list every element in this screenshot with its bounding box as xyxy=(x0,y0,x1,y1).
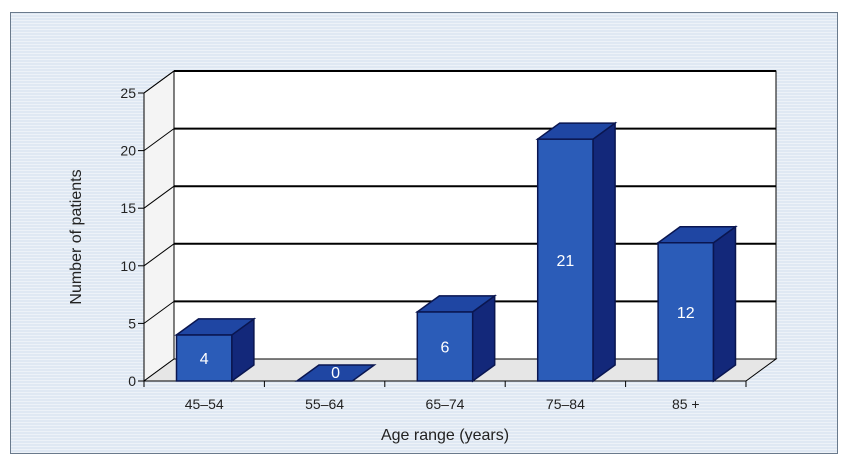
bar: 0 xyxy=(294,364,377,382)
x-tick-label: 75–84 xyxy=(546,396,585,412)
bar-value-label: 6 xyxy=(441,339,450,356)
y-tick-label: 0 xyxy=(128,373,136,389)
bar: 21 xyxy=(535,121,618,383)
y-tick-label: 5 xyxy=(128,315,136,331)
x-tick-label: 55–64 xyxy=(305,396,344,412)
bar-top xyxy=(655,226,738,244)
bar-value-label: 12 xyxy=(677,305,695,322)
x-tick-label: 65–74 xyxy=(426,396,465,412)
y-tick-label: 20 xyxy=(120,143,136,159)
bar-top xyxy=(294,364,377,382)
gridline-side xyxy=(143,70,175,94)
bar-top xyxy=(174,318,257,336)
y-tick-label: 25 xyxy=(120,85,136,101)
bar-value-label: 21 xyxy=(557,253,575,270)
gridline-side xyxy=(143,128,175,152)
bar-front xyxy=(657,242,715,382)
bar: 12 xyxy=(655,225,738,383)
bar-value-label: 0 xyxy=(331,365,340,382)
chart-frame: 0 5 10 15 20 25 4 0 6 21 12 45–54 55–64 65–74 75–84 8… xyxy=(10,12,838,454)
y-tick-label: 10 xyxy=(120,258,136,274)
bar-top xyxy=(415,295,497,313)
x-tick-label: 45–54 xyxy=(185,396,224,412)
x-tick-label: 85 + xyxy=(672,396,700,412)
x-axis-title: Age range (years) xyxy=(381,427,509,444)
bar-chart: 0 5 10 15 20 25 4 0 6 21 12 45–54 55–64 65–74 75–84 8… xyxy=(68,70,778,444)
y-tick-label: 15 xyxy=(120,200,136,216)
bar-top xyxy=(535,122,618,140)
bar: 6 xyxy=(415,294,497,383)
y-axis-title: Number of patients xyxy=(68,169,85,304)
bar-value-label: 4 xyxy=(200,351,209,368)
bar-side xyxy=(592,121,616,383)
bar-side xyxy=(712,225,737,383)
gridline-side xyxy=(143,243,175,267)
side-wall xyxy=(143,70,175,382)
gridline-side xyxy=(143,300,175,324)
bar-front xyxy=(536,138,594,382)
bar: 4 xyxy=(174,317,257,383)
gridline-side xyxy=(143,185,175,209)
